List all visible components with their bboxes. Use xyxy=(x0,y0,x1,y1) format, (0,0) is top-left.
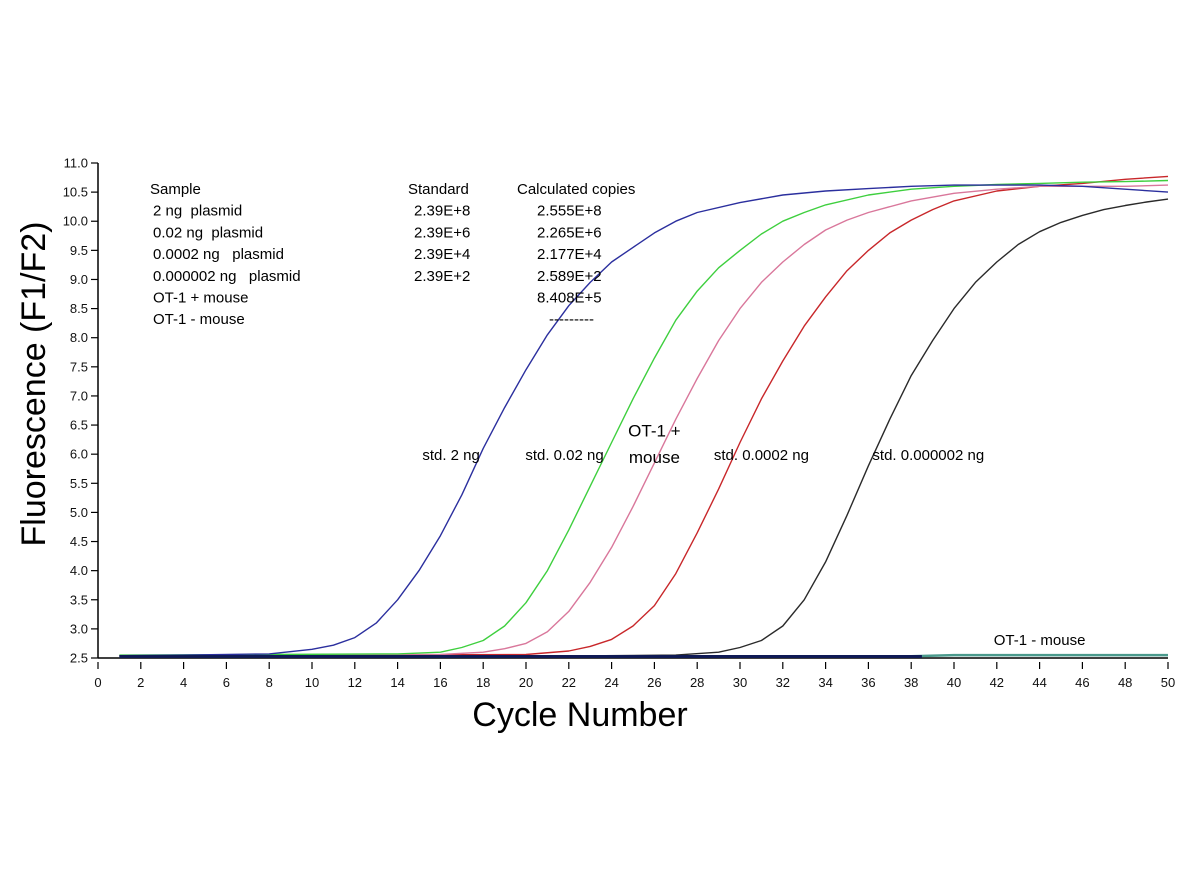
axes: 2.5 3.0 3.5 4.0 4.5 5.0 5.5 6.0 6.5 7.0 7.5 8.0 8.5 9… xyxy=(63,156,1176,691)
series-line-std-0-000002-ng xyxy=(119,198,1169,658)
series-line-std-0-0002-ng xyxy=(119,175,1169,657)
table-header: Calculated copies xyxy=(517,181,635,198)
curve-annotation: OT-1 - mouse xyxy=(994,632,1086,649)
table-cell: OT-1 + mouse xyxy=(153,290,248,307)
x-tick-label: 8 xyxy=(266,675,273,690)
x-tick-label: 30 xyxy=(733,675,747,690)
x-tick-label: 48 xyxy=(1118,675,1132,690)
y-tick-label: 9.5 xyxy=(70,243,88,258)
series-line-ot-1-mouse xyxy=(119,184,1169,657)
curve-annotation: std. 2 ng xyxy=(422,447,480,464)
table-cell: 2.265E+6 xyxy=(537,224,602,241)
x-tick-label: 50 xyxy=(1161,675,1175,690)
table-cell: 0.02 ng plasmid xyxy=(153,224,263,241)
series-line-std-0-02-ng xyxy=(119,179,1169,656)
x-tick-label: 16 xyxy=(433,675,447,690)
x-tick-label: 26 xyxy=(647,675,661,690)
y-tick-label: 5.5 xyxy=(70,476,88,491)
table-cell: 2 ng plasmid xyxy=(153,203,242,220)
sample-table: Sample Standard Calculated copies 2 ng plas… xyxy=(150,181,635,328)
x-tick-label: 28 xyxy=(690,675,704,690)
series-layer xyxy=(119,175,1169,659)
table-cell: 2.589E+2 xyxy=(537,268,602,285)
series-line-std-2-ng xyxy=(119,184,1169,657)
x-tick-label: 38 xyxy=(904,675,918,690)
x-tick-label: 10 xyxy=(305,675,319,690)
y-tick-label: 6.5 xyxy=(70,418,88,433)
y-tick-label: 4.0 xyxy=(70,563,88,578)
curve-annotations: std. 2 ng std. 0.02 ng OT-1 + mouse std. 0.0… xyxy=(422,422,1085,649)
table-cell: 0.000002 ng plasmid xyxy=(153,268,301,285)
x-tick-label: 0 xyxy=(94,675,101,690)
table-cell: 2.39E+4 xyxy=(414,246,470,263)
y-tick-label: 10.5 xyxy=(63,185,88,200)
x-tick-label: 46 xyxy=(1075,675,1089,690)
curve-annotation: mouse xyxy=(629,448,680,467)
x-tick-label: 20 xyxy=(519,675,533,690)
curve-annotation: std. 0.0002 ng xyxy=(714,447,809,464)
x-tick-label: 34 xyxy=(818,675,832,690)
x-tick-label: 4 xyxy=(180,675,187,690)
y-tick-label: 2.5 xyxy=(70,651,88,666)
curve-annotation: OT-1 + xyxy=(628,422,681,441)
x-tick-label: 6 xyxy=(223,675,230,690)
x-tick-label: 42 xyxy=(990,675,1004,690)
curve-annotation: std. 0.000002 ng xyxy=(872,447,984,464)
x-tick-label: 36 xyxy=(861,675,875,690)
x-tick-label: 22 xyxy=(562,675,576,690)
y-tick-label: 10.0 xyxy=(63,214,88,229)
y-tick-label: 11.0 xyxy=(64,156,88,171)
x-tick-label: 12 xyxy=(348,675,362,690)
table-cell: 2.39E+6 xyxy=(414,224,470,241)
y-tick-label: 6.0 xyxy=(70,447,88,462)
table-cell: 2.39E+2 xyxy=(414,268,470,285)
table-header: Sample xyxy=(150,181,201,198)
x-tick-label: 2 xyxy=(137,675,144,690)
y-tick-label: 7.5 xyxy=(70,359,88,374)
x-tick-label: 40 xyxy=(947,675,961,690)
table-cell: 2.177E+4 xyxy=(537,246,602,263)
table-cell: 2.39E+8 xyxy=(414,203,470,220)
table-header: Standard xyxy=(408,181,469,198)
curve-annotation: std. 0.02 ng xyxy=(525,447,603,464)
y-tick-label: 5.0 xyxy=(70,505,88,520)
x-tick-label: 14 xyxy=(390,675,404,690)
y-tick-label: 8.0 xyxy=(70,330,88,345)
y-tick-label: 8.5 xyxy=(70,301,88,316)
table-cell: 8.408E+5 xyxy=(537,290,602,307)
y-tick-label: 3.0 xyxy=(70,621,88,636)
table-cell: 2.555E+8 xyxy=(537,203,602,220)
x-axis-title: Cycle Number xyxy=(472,696,687,734)
table-cell: OT-1 - mouse xyxy=(153,311,245,328)
x-tick-label: 44 xyxy=(1032,675,1046,690)
y-tick-label: 9.0 xyxy=(70,272,88,287)
table-cell: 0.0002 ng plasmid xyxy=(153,246,284,263)
x-tick-label: 18 xyxy=(476,675,490,690)
x-tick-label: 32 xyxy=(776,675,790,690)
table-cell: --------- xyxy=(549,311,594,328)
y-tick-label: 3.5 xyxy=(70,592,88,607)
y-tick-label: 4.5 xyxy=(70,534,88,549)
y-tick-label: 7.0 xyxy=(70,388,88,403)
y-axis-title: Fluorescence (F1/F2) xyxy=(15,222,53,547)
x-tick-label: 24 xyxy=(604,675,618,690)
